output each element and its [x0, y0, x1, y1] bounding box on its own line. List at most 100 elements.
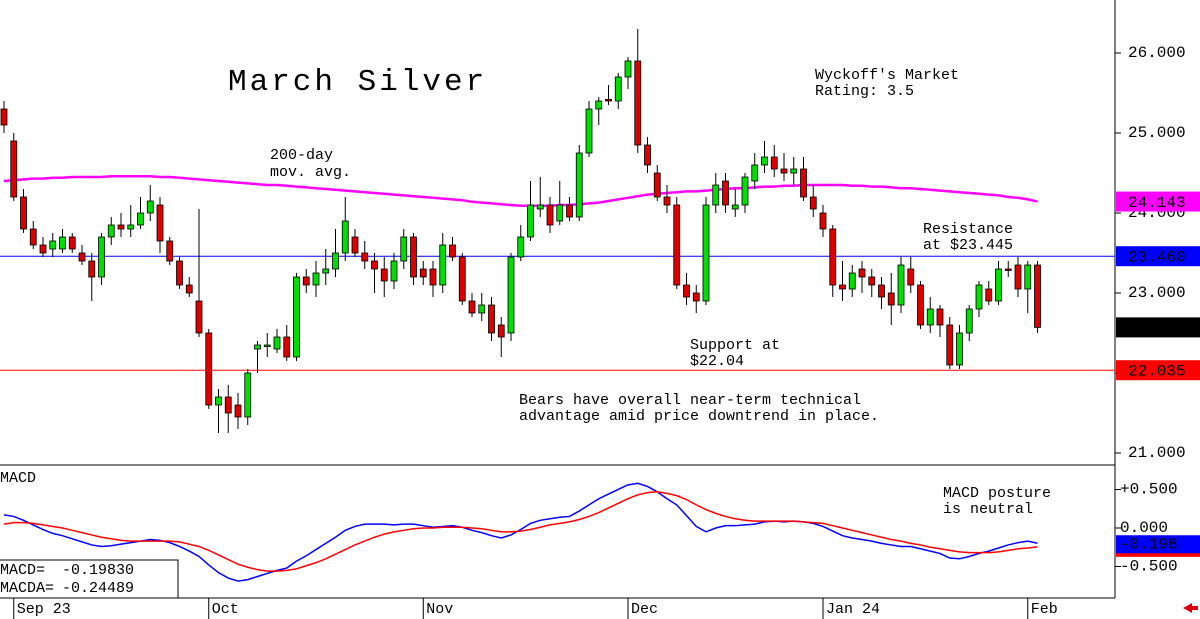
candle-body	[302, 276, 310, 286]
candle-body	[556, 204, 564, 222]
candle-body	[341, 220, 349, 254]
candle-body	[595, 100, 603, 110]
candle-body	[88, 260, 96, 278]
price-tag	[1116, 360, 1200, 381]
candle-body	[722, 180, 729, 206]
candle-body	[166, 240, 174, 262]
candle-body	[917, 284, 924, 326]
readout-box	[0, 559, 179, 599]
candle-body	[507, 256, 515, 334]
candle-body	[546, 204, 554, 226]
candle-body	[644, 144, 651, 166]
candle-body	[244, 372, 252, 418]
candle-body	[332, 252, 339, 270]
candle-body	[624, 60, 632, 78]
macd-line	[3, 482, 1038, 582]
candle-body	[234, 404, 242, 418]
candle-body	[936, 308, 944, 326]
price-tag-label: -0.198	[1120, 535, 1178, 553]
candle-body	[78, 252, 86, 262]
candle-body	[68, 236, 76, 250]
candle-body	[517, 236, 525, 258]
x-tick-label: Dec	[631, 601, 658, 618]
candle-body	[39, 244, 47, 254]
level-label: $22.04	[690, 353, 744, 370]
candle-body	[439, 244, 447, 286]
scroll-arrow	[1183, 603, 1192, 613]
annotation: is neutral	[943, 501, 1033, 518]
y-tick-label: 23.000	[1128, 284, 1186, 302]
candle-body	[1014, 264, 1022, 290]
candle-body	[829, 228, 837, 286]
candle-body	[293, 276, 300, 358]
candle-body	[985, 288, 993, 302]
candle-body	[449, 244, 456, 258]
candle-body	[536, 204, 544, 210]
annotation: advantage amid price downtrend in place.	[519, 408, 879, 425]
annotation: Rating: 3.5	[815, 83, 914, 100]
price-tag	[1116, 191, 1200, 212]
candle-body	[780, 168, 788, 174]
price-tag-label: 24.143	[1128, 194, 1186, 212]
candle-body	[926, 308, 934, 326]
readout-name: MACD=	[0, 562, 45, 579]
panel-title: MACD	[0, 470, 36, 487]
price-tag-label: 22.035	[1128, 362, 1186, 380]
candle-body	[1004, 268, 1012, 271]
candle-body	[458, 256, 466, 302]
candle-body	[400, 236, 408, 262]
candle-body	[429, 268, 437, 286]
candle-body	[634, 60, 642, 146]
candle-body	[761, 156, 768, 166]
candle-body	[263, 344, 271, 348]
x-tick-label: Nov	[426, 601, 453, 618]
candle-body	[741, 176, 749, 206]
candle-body	[1024, 264, 1032, 290]
readout-name: MACDA=	[0, 580, 54, 597]
candle-body	[20, 196, 27, 230]
candle-body	[946, 324, 954, 366]
candle-body	[605, 99, 612, 102]
ma-label: mov. avg.	[270, 164, 351, 181]
candle-body	[351, 236, 359, 254]
x-tick-label: Jan 24	[826, 601, 880, 618]
price-tag	[1116, 246, 1200, 267]
candle-body	[410, 236, 417, 278]
candle-body	[692, 292, 700, 302]
candle-body	[468, 300, 476, 314]
candle-body	[283, 336, 291, 358]
candle-body	[887, 292, 895, 306]
candle-body	[254, 344, 261, 350]
readout-value: -0.19830	[62, 562, 134, 579]
candle-body	[137, 212, 144, 226]
candle-body	[497, 324, 505, 338]
candle-body	[49, 240, 57, 250]
candle-body	[897, 264, 905, 306]
candle-body	[1034, 264, 1041, 328]
candle-body	[29, 228, 37, 246]
candle-body	[614, 76, 622, 102]
candle-body	[127, 224, 135, 230]
price-tag-label: 22.570	[1128, 320, 1186, 338]
candle-body	[273, 336, 281, 350]
annotation: MACD posture	[943, 485, 1051, 502]
candle-body	[419, 268, 427, 278]
macd-line	[3, 491, 1038, 572]
candle-body	[663, 196, 671, 206]
candle-body	[868, 276, 876, 286]
x-tick-label: Oct	[212, 601, 239, 618]
candle-body	[107, 224, 115, 238]
x-tick-label: Sep 23	[17, 601, 71, 618]
candle-body	[527, 204, 534, 238]
candle-body	[566, 204, 573, 218]
candle-body	[146, 200, 154, 214]
candle-body	[956, 332, 963, 366]
candle-body	[156, 204, 164, 242]
candle-body	[683, 284, 690, 298]
candle-body	[98, 236, 105, 278]
level-label: Resistance	[923, 221, 1013, 238]
price-tag	[1116, 317, 1200, 338]
candle-body	[848, 272, 856, 290]
candle-body	[390, 260, 398, 282]
y-tick-label: 0.000	[1120, 519, 1168, 537]
